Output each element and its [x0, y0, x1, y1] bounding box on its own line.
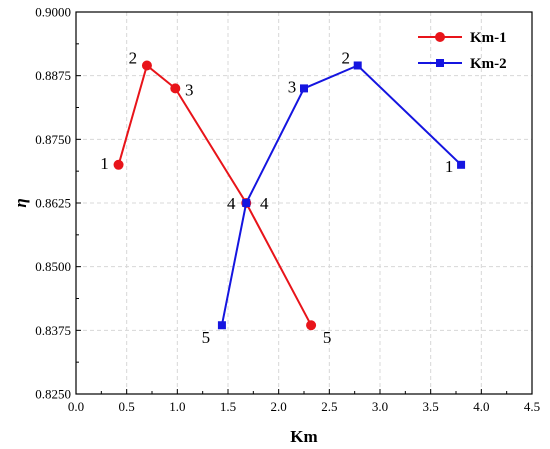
x-tick-label: 4.0 — [473, 399, 489, 414]
y-tick-label: 0.8875 — [35, 68, 71, 83]
legend: Km-1 Km-2 — [418, 30, 507, 72]
data-point — [306, 320, 317, 331]
x-axis-title: Km — [290, 427, 317, 446]
point-label: 4 — [260, 194, 269, 213]
point-labels: 1 2 3 4 5 1 2 3 4 5 — [100, 48, 453, 347]
series — [113, 60, 466, 331]
y-tick-label: 0.8500 — [35, 259, 71, 274]
axis-ticks: 0.0 0.5 1.0 1.5 2.0 2.5 3.0 3.5 4.0 4.5 0.8250 0.83… — [35, 5, 540, 415]
x-tick-label: 1.0 — [169, 399, 185, 414]
y-tick-label: 0.9000 — [35, 5, 71, 20]
data-point — [217, 321, 226, 330]
x-tick-label: 4.5 — [524, 399, 540, 414]
data-point — [141, 60, 152, 71]
grid — [76, 12, 532, 394]
y-tick-label: 0.8250 — [35, 387, 71, 402]
data-point — [300, 84, 308, 93]
x-tick-label: 0.0 — [68, 399, 84, 414]
point-label: 3 — [185, 80, 194, 99]
point-label: 5 — [202, 328, 211, 347]
series-line-1 — [117, 63, 312, 326]
x-tick-label: 1.5 — [220, 399, 236, 414]
y-tick-label: 0.8625 — [35, 196, 71, 211]
data-point — [113, 159, 124, 170]
x-tick-label: 0.5 — [119, 399, 135, 414]
data-point — [457, 160, 466, 169]
x-tick-label: 3.0 — [372, 399, 388, 414]
point-label: 1 — [100, 154, 109, 173]
legend-marker — [435, 32, 445, 42]
point-label: 2 — [341, 48, 350, 67]
point-label: 3 — [288, 77, 297, 96]
data-point — [353, 61, 362, 70]
point-label: 1 — [445, 157, 454, 176]
x-tick-label: 2.5 — [321, 399, 337, 414]
legend-label: Km-1 — [470, 30, 507, 46]
series-line-2 — [220, 64, 462, 326]
point-label: 4 — [227, 194, 236, 213]
data-point — [170, 83, 181, 94]
point-label: 2 — [129, 48, 138, 67]
y-axis-title: η — [11, 198, 30, 207]
x-tick-label: 2.0 — [271, 399, 287, 414]
data-point — [242, 199, 251, 207]
legend-marker — [436, 59, 444, 67]
legend-label: Km-2 — [470, 56, 507, 72]
x-tick-label: 3.5 — [423, 399, 439, 414]
y-tick-label: 0.8750 — [35, 132, 71, 147]
point-label: 5 — [323, 328, 332, 347]
y-tick-label: 0.8375 — [35, 323, 71, 338]
